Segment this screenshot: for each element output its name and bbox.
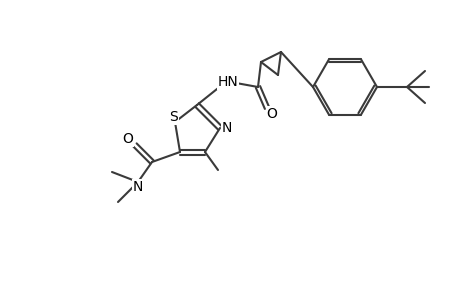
Text: HN: HN [217,75,238,89]
Text: O: O [122,132,133,146]
Text: N: N [221,121,232,135]
Text: O: O [266,107,277,121]
Text: N: N [133,180,143,194]
Text: S: S [169,110,178,124]
